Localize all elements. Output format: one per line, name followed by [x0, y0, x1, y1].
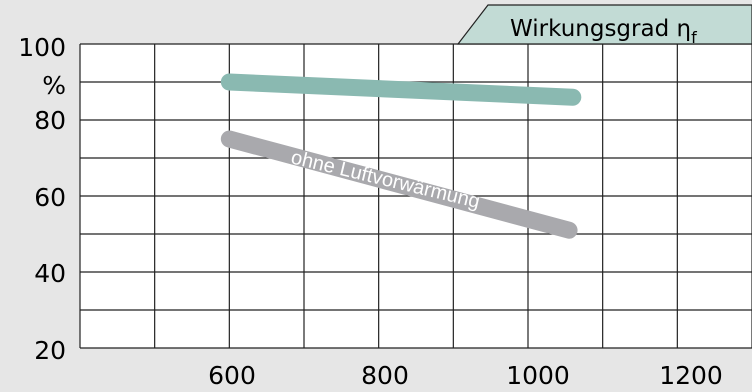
chart-title: Wirkungsgrad ηf: [510, 16, 697, 47]
series-layer: [220, 73, 582, 239]
x-tick-label-800: 800: [361, 361, 409, 390]
x-tick-label-1200: 1200: [659, 361, 723, 390]
series-line-1: [220, 73, 582, 106]
y-tick-label-80: 80: [34, 106, 66, 135]
y-tick-label-20: 20: [34, 336, 66, 365]
x-tick-label-1000: 1000: [506, 361, 570, 390]
title-tab: [456, 4, 752, 45]
y-unit-label: %: [42, 71, 66, 100]
y-tick-label-40: 40: [34, 259, 66, 288]
y-tick-label-60: 60: [34, 183, 66, 212]
y-tick-label-100: 100: [18, 33, 66, 62]
x-tick-label-600: 600: [208, 361, 256, 390]
series-line-2: [220, 130, 578, 239]
